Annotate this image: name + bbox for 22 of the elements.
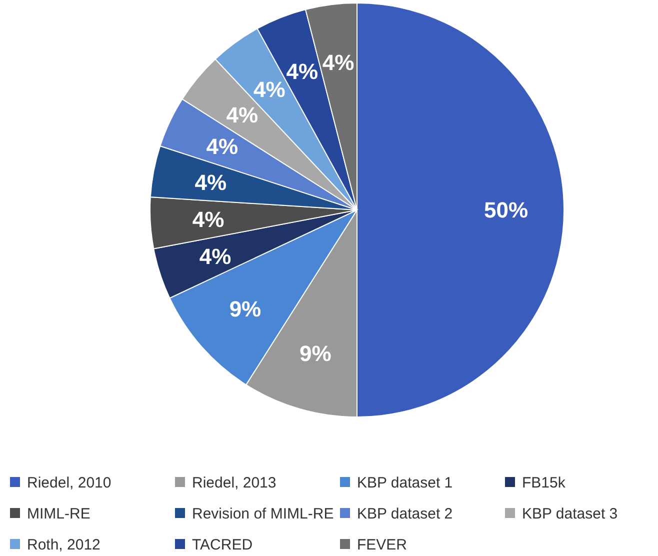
legend-label: FB15k	[522, 474, 566, 492]
data-label: 50%	[484, 198, 528, 223]
legend-label: Revision of MIML-RE	[192, 505, 334, 522]
legend-label: KBP dataset 1	[357, 474, 453, 492]
data-label: 9%	[229, 296, 262, 322]
data-label: 4%	[322, 50, 354, 75]
data-label: 4%	[192, 207, 224, 232]
data-label: 4%	[199, 244, 232, 269]
legend-label: KBP dataset 2	[357, 505, 453, 522]
data-label: 4%	[226, 102, 258, 128]
legend-label: FEVER	[357, 536, 408, 554]
data-label: 4%	[194, 170, 226, 195]
legend-label: MIML-RE	[27, 505, 90, 522]
data-label: 4%	[254, 77, 286, 102]
legend-label: Roth, 2012	[27, 536, 100, 554]
legend-label: TACRED	[192, 536, 253, 554]
data-label: 9%	[300, 340, 332, 366]
legend-label: Riedel, 2010	[27, 474, 112, 492]
data-label: 4%	[206, 134, 238, 160]
legend-label: Riedel, 2013	[192, 474, 276, 492]
data-label: 4%	[286, 59, 318, 84]
legend-label: KBP dataset 3	[522, 505, 618, 522]
